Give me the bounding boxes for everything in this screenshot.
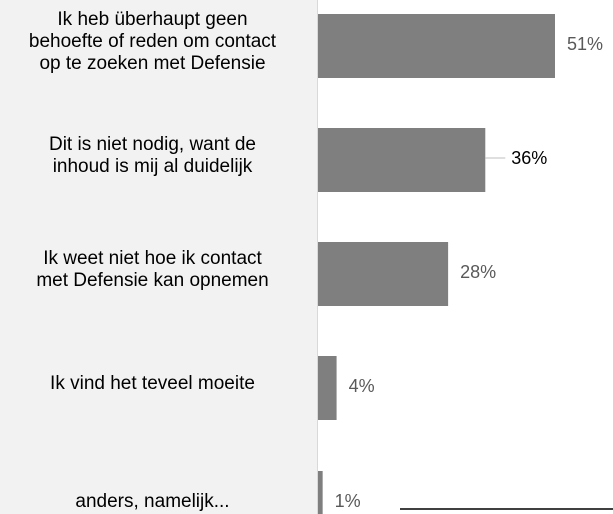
category-label-1-line-0: Dit is niet nodig, want de [48, 134, 256, 155]
category-panel [0, 0, 317, 514]
category-label-3-line-0: Ik vind het teveel moeite [50, 373, 255, 394]
category-label-1-line-1: inhoud is mij al duidelijk [52, 156, 253, 177]
value-label-0: 51% [567, 34, 603, 54]
bar-2 [318, 242, 449, 306]
category-label-2-line-1: met Defensie kan opnemen [36, 270, 269, 291]
value-label-4: 1% [335, 491, 361, 511]
category-label-0-line-0: Ik heb überhaupt geen [57, 9, 248, 30]
category-label-0-line-1: behoefte of reden om contact [28, 31, 277, 52]
bar-3 [318, 356, 337, 420]
bar-0 [318, 14, 555, 78]
value-label-2: 28% [460, 262, 496, 282]
category-label-4-line-0: anders, namelijk... [75, 491, 230, 512]
bar-1 [318, 128, 486, 192]
bar-4 [318, 471, 323, 514]
value-label-3: 4% [349, 376, 375, 396]
category-label-0-line-2: op te zoeken met Defensie [39, 53, 266, 74]
category-label-2-line-0: Ik weet niet hoe ik contact [43, 248, 262, 269]
category-axis-line [317, 0, 318, 514]
value-label-1: 36% [511, 148, 547, 168]
